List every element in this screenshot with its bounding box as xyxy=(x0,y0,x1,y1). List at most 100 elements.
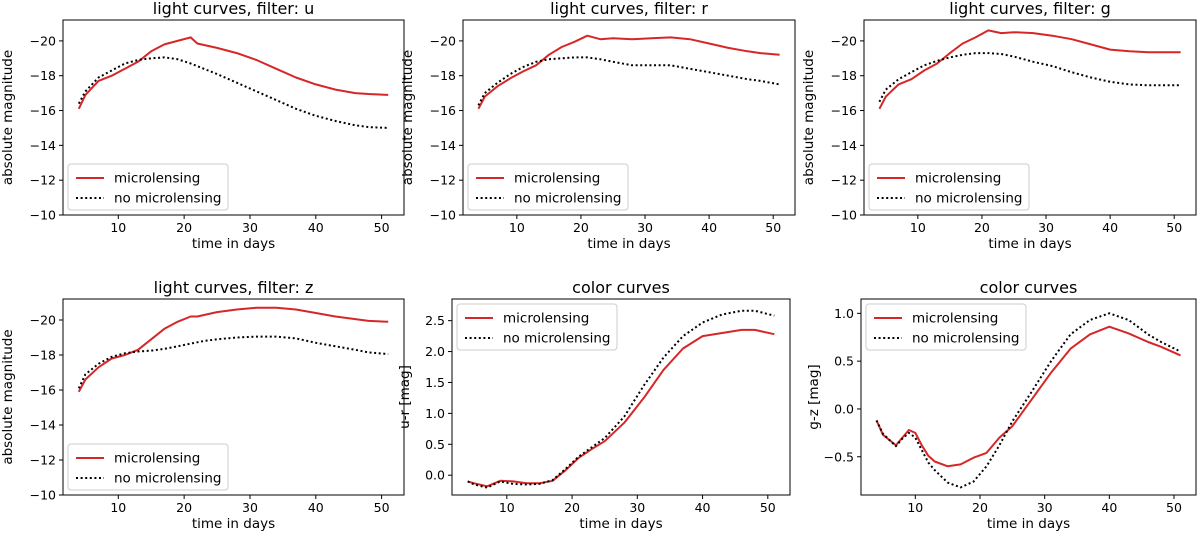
y-tick-label: −10 xyxy=(30,208,56,223)
chart-title: color curves xyxy=(980,278,1078,297)
legend-label: no microlensing xyxy=(912,331,1019,347)
legend-box xyxy=(67,443,229,491)
x-tick-label: 50 xyxy=(760,500,776,515)
y-tick-label: 0.0 xyxy=(425,468,445,483)
series-line-microlensing xyxy=(77,306,389,393)
y-tick-label: −14 xyxy=(30,418,56,433)
x-tick-label: 50 xyxy=(374,220,390,235)
axes-frame xyxy=(462,19,796,216)
panel-3: light curves, filter: g 10 20 30 40 50 −10 −12 −… xyxy=(801,0,1197,252)
legend-box xyxy=(868,163,1030,211)
y-tick-label: −16 xyxy=(30,383,56,398)
legend-label: microlensing xyxy=(114,451,200,467)
panel-2: light curves, filter: r 10 20 30 40 50 −10 −12 −… xyxy=(400,0,796,252)
panel-5: color curves 10 20 30 40 50 0.0 0.5 1.0 1.5 2.0 2.5… xyxy=(397,278,791,532)
legend-box xyxy=(67,163,229,211)
axes-frame xyxy=(863,19,1197,216)
y-tick-label: −18 xyxy=(30,68,56,83)
y-tick-label: −10 xyxy=(831,208,857,223)
y-tick-label: −20 xyxy=(430,33,456,48)
y-axis-label: absolute magnitude xyxy=(801,50,817,185)
legend-label: no microlensing xyxy=(114,191,221,207)
chart-title: light curves, filter: g xyxy=(949,0,1110,18)
legend-label: microlensing xyxy=(114,171,200,187)
x-tick-label: 10 xyxy=(110,220,126,235)
x-tick-label: 30 xyxy=(1038,220,1054,235)
x-tick-label: 10 xyxy=(499,500,515,515)
x-tick-label: 10 xyxy=(509,220,525,235)
y-axis-label: absolute magnitude xyxy=(0,329,16,464)
axes-frame xyxy=(62,19,405,216)
series-line-microlensing xyxy=(467,328,775,488)
panel-6: color curves 10 20 30 40 50 −0.5 0.0 0.5 1.0 time … xyxy=(806,278,1197,532)
y-axis-label: g-z [mag] xyxy=(806,364,822,429)
y-tick-label: −10 xyxy=(430,208,456,223)
y-tick-label: 0.0 xyxy=(834,401,854,416)
x-tick-label: 50 xyxy=(1166,220,1182,235)
y-tick-label: 0.5 xyxy=(834,354,854,369)
y-tick-label: −20 xyxy=(30,313,56,328)
x-tick-label: 30 xyxy=(242,220,258,235)
x-tick-label: 40 xyxy=(695,500,711,515)
y-tick-label: 1.5 xyxy=(425,375,445,390)
x-tick-label: 20 xyxy=(176,500,192,515)
series-line-no-microlensing xyxy=(477,56,780,106)
x-tick-label: 40 xyxy=(701,220,717,235)
series-line-microlensing xyxy=(875,325,1181,468)
y-tick-label: 0.5 xyxy=(425,437,445,452)
legend-box xyxy=(467,163,629,211)
y-tick-label: −14 xyxy=(30,138,56,153)
y-tick-label: 1.0 xyxy=(834,306,854,321)
x-tick-label: 30 xyxy=(1037,500,1053,515)
panel-4: light curves, filter: z 10 20 30 40 50 −10 −12 −… xyxy=(0,278,405,532)
y-tick-label: 1.0 xyxy=(425,406,445,421)
y-tick-label: −16 xyxy=(30,103,56,118)
y-axis-label: absolute magnitude xyxy=(0,50,16,185)
y-tick-label: −12 xyxy=(430,173,456,188)
legend-label: no microlensing xyxy=(114,471,221,487)
y-tick-label: −12 xyxy=(30,173,56,188)
series-line-microlensing xyxy=(878,29,1181,110)
x-tick-label: 30 xyxy=(637,220,653,235)
x-tick-label: 20 xyxy=(573,220,589,235)
x-axis-label: time in days xyxy=(192,236,275,252)
legend-label: microlensing xyxy=(503,311,589,327)
x-axis-label: time in days xyxy=(988,236,1071,252)
legend-label: microlensing xyxy=(514,171,600,187)
legend-box xyxy=(456,303,618,351)
series-line-no-microlensing xyxy=(77,56,389,129)
chart-title: light curves, filter: r xyxy=(550,0,708,18)
x-axis-label: time in days xyxy=(587,236,670,252)
legend-label: no microlensing xyxy=(514,191,621,207)
x-tick-label: 50 xyxy=(1166,500,1182,515)
x-tick-label: 40 xyxy=(308,220,324,235)
y-tick-label: −0.5 xyxy=(824,449,854,464)
x-tick-label: 10 xyxy=(110,500,126,515)
x-tick-label: 20 xyxy=(176,220,192,235)
x-tick-label: 30 xyxy=(629,500,645,515)
y-tick-label: −18 xyxy=(30,348,56,363)
legend-label: no microlensing xyxy=(503,331,610,347)
y-tick-label: −14 xyxy=(430,138,456,153)
x-axis-label: time in days xyxy=(987,516,1070,532)
axes-frame xyxy=(451,298,791,496)
series-line-no-microlensing xyxy=(878,52,1181,103)
y-tick-label: −20 xyxy=(831,33,857,48)
x-tick-label: 20 xyxy=(974,220,990,235)
legend-label: microlensing xyxy=(912,311,998,327)
x-tick-label: 50 xyxy=(765,220,781,235)
y-tick-label: −18 xyxy=(430,68,456,83)
series-line-microlensing xyxy=(477,34,780,110)
y-axis-label: absolute magnitude xyxy=(400,50,416,185)
chart-title: color curves xyxy=(572,278,670,297)
y-tick-label: −18 xyxy=(831,68,857,83)
y-tick-label: −10 xyxy=(30,488,56,503)
y-tick-label: 2.0 xyxy=(425,344,445,359)
series-line-microlensing xyxy=(77,36,389,110)
panel-1: light curves, filter: u 10 20 30 40 50 −10 −12 −… xyxy=(0,0,405,252)
x-tick-label: 30 xyxy=(242,500,258,515)
y-tick-label: −14 xyxy=(831,138,857,153)
y-tick-label: −12 xyxy=(831,173,857,188)
chart-title: light curves, filter: u xyxy=(153,0,314,18)
